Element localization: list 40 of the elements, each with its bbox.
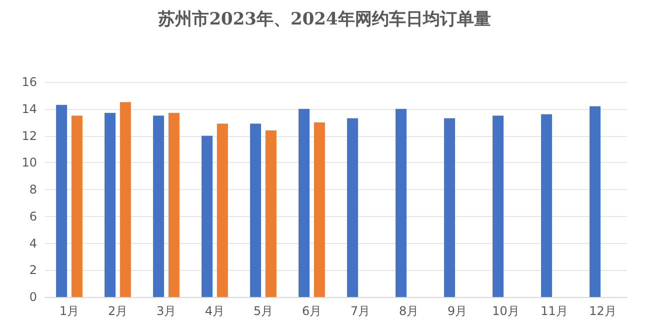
y-tick-label: 8 [29,182,37,196]
bar [444,118,456,297]
x-tick-label: 11月 [540,304,568,318]
bar [347,118,358,297]
x-tick-label: 3月 [156,304,176,318]
y-tick-label: 4 [29,236,37,250]
x-tick-label: 9月 [447,304,468,318]
bar [104,112,116,297]
x-tick-label: 10月 [492,304,520,318]
x-tick-label: 4月 [204,304,225,318]
x-tick-label: 2月 [108,304,128,318]
bar [56,104,68,297]
bar [202,136,213,297]
bar [168,112,180,297]
bar [153,116,164,297]
bar [314,122,325,297]
x-tick-label: 8月 [398,304,419,318]
bar [250,124,262,297]
y-tick-label: 10 [22,156,37,170]
y-tick-label: 6 [29,209,37,224]
x-tick-label: 5月 [253,304,274,318]
y-tick-label: 16 [22,75,37,89]
x-tick-label: 7月 [350,304,370,318]
x-tick-label: 12月 [589,304,616,318]
bar [120,102,131,297]
bar [396,108,407,297]
bar [71,116,82,297]
y-tick-label: 14 [22,102,37,116]
bar [216,124,228,297]
bar [298,108,310,297]
x-tick-label: 1月 [59,304,80,318]
chart-title: 苏州市2023年、2024年网约车日均订单量 [157,10,491,30]
bar [590,106,601,297]
x-tick-label: 6月 [302,304,322,318]
y-tick-label: 12 [22,128,37,143]
y-tick-label: 2 [29,263,37,278]
bar [492,116,504,297]
y-tick-label: 0 [29,290,37,304]
bar [265,130,276,297]
bar [541,114,552,297]
